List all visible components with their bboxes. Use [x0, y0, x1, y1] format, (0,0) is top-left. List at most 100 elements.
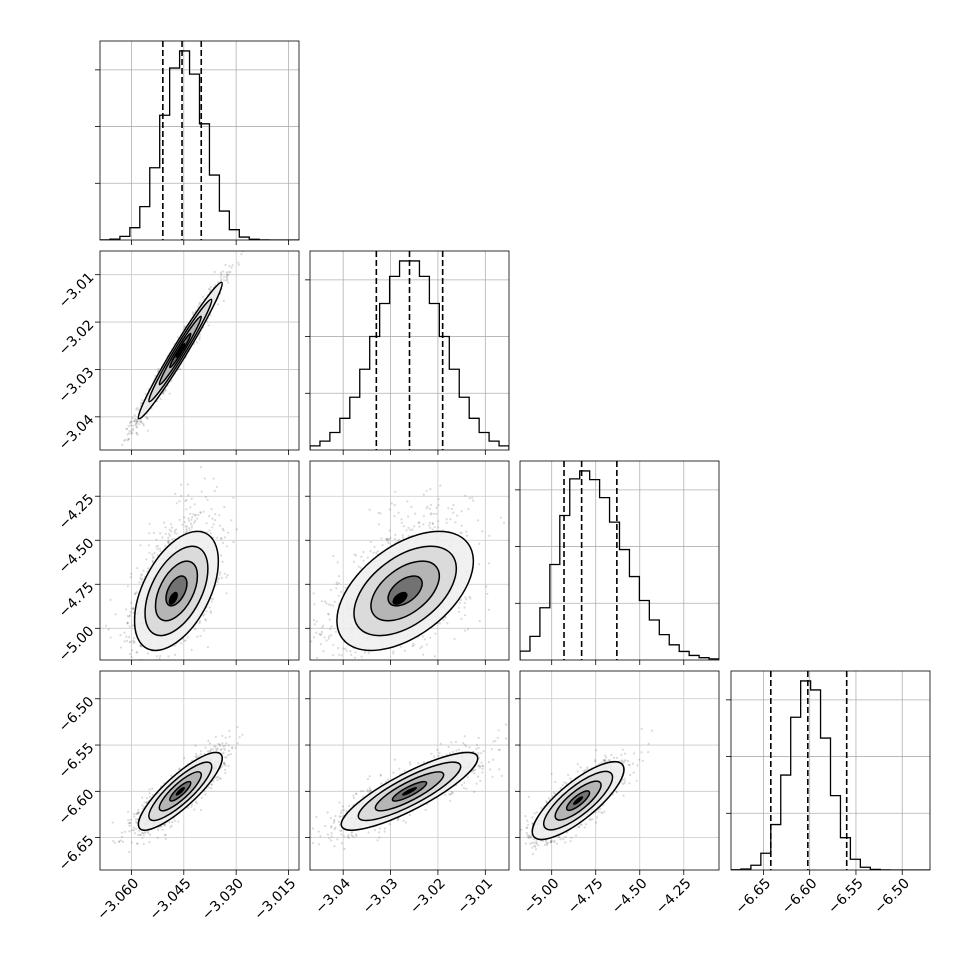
- sample-point: [183, 521, 186, 524]
- sample-point: [373, 545, 376, 549]
- sample-point: [129, 653, 132, 656]
- sample-point: [200, 490, 203, 493]
- sample-point: [126, 621, 129, 625]
- sample-point: [221, 742, 224, 745]
- sample-point: [435, 506, 438, 509]
- sample-point: [230, 519, 233, 522]
- sample-point: [132, 607, 135, 611]
- sample-point: [131, 416, 134, 419]
- sample-point: [337, 594, 340, 598]
- panel-frame: [99, 460, 300, 661]
- sample-point: [407, 535, 410, 538]
- sample-point: [206, 498, 209, 501]
- sample-point: [335, 583, 339, 586]
- sample-point: [190, 526, 193, 529]
- sample-point: [142, 569, 145, 572]
- sample-point: [355, 665, 357, 667]
- sample-point: [167, 655, 170, 658]
- sample-point: [486, 592, 489, 596]
- sample-point: [135, 420, 138, 423]
- sample-point: [142, 842, 145, 846]
- sample-point: [188, 529, 191, 532]
- sample-point: [375, 551, 378, 554]
- sample-point: [221, 541, 225, 545]
- sample-point: [112, 839, 115, 843]
- sample-point: [145, 797, 149, 800]
- sample-point: [320, 630, 323, 634]
- sample-point: [147, 544, 150, 547]
- sample-point: [369, 662, 371, 664]
- sample-point: [211, 526, 214, 529]
- sample-point: [114, 613, 117, 616]
- sample-point: [219, 524, 222, 527]
- sample-point: [422, 493, 425, 496]
- sample-point: [439, 484, 442, 487]
- sample-point: [110, 668, 112, 670]
- sample-point: [437, 504, 440, 507]
- sample-point: [177, 820, 180, 823]
- sample-point: [388, 508, 391, 511]
- sample-point: [305, 645, 307, 647]
- sample-point: [237, 261, 240, 264]
- sample-point: [213, 489, 216, 492]
- sample-point: [337, 575, 341, 578]
- sample-point: [194, 628, 197, 631]
- histogram-panel-2: [515, 460, 720, 661]
- sample-point: [130, 607, 133, 610]
- sample-point: [161, 828, 164, 831]
- sample-point: [449, 518, 452, 521]
- sample-point: [202, 629, 205, 632]
- sample-point: [107, 628, 110, 631]
- sample-point: [460, 510, 463, 513]
- sample-point: [225, 279, 228, 282]
- sample-point: [147, 832, 150, 835]
- sample-point: [191, 516, 194, 519]
- sample-point: [123, 439, 126, 442]
- sample-point: [487, 562, 490, 565]
- sample-point: [128, 429, 131, 432]
- sample-point: [185, 528, 188, 531]
- sample-point: [377, 511, 380, 514]
- sample-point: [367, 651, 370, 655]
- sample-point: [156, 553, 159, 557]
- sample-point: [220, 273, 223, 276]
- sample-point: [487, 608, 490, 611]
- sample-point: [322, 650, 325, 653]
- sample-point: [139, 420, 143, 423]
- sample-point: [166, 541, 170, 544]
- sample-point: [186, 636, 189, 639]
- sample-point: [459, 531, 462, 534]
- sample-point: [134, 592, 137, 595]
- sample-point: [193, 521, 196, 524]
- sample-point: [227, 273, 230, 276]
- sample-point: [202, 510, 205, 513]
- sample-point: [420, 645, 424, 648]
- sample-point: [389, 536, 392, 539]
- sample-point: [310, 640, 313, 643]
- sample-point: [332, 554, 335, 558]
- sample-point: [190, 648, 193, 652]
- sample-point: [393, 503, 396, 507]
- sample-point: [114, 452, 116, 454]
- sample-point: [116, 662, 118, 664]
- sample-point: [481, 530, 484, 533]
- scatter-panel-3-0: [99, 670, 300, 871]
- histogram-step: [100, 50, 299, 240]
- sample-point: [327, 637, 330, 640]
- sample-point: [175, 532, 178, 535]
- sample-point: [198, 336, 201, 339]
- sample-point: [406, 663, 408, 665]
- sample-point: [428, 521, 431, 525]
- sample-point: [460, 524, 463, 527]
- sample-point: [113, 841, 116, 844]
- sample-point: [216, 580, 219, 584]
- sample-point: [335, 587, 338, 590]
- sample-point: [390, 502, 393, 505]
- sample-point: [460, 532, 463, 535]
- sample-point: [210, 459, 212, 461]
- sample-point: [468, 595, 471, 599]
- sample-point: [339, 590, 343, 594]
- sample-point: [175, 528, 178, 531]
- sample-point: [173, 529, 176, 532]
- sample-point: [155, 538, 158, 541]
